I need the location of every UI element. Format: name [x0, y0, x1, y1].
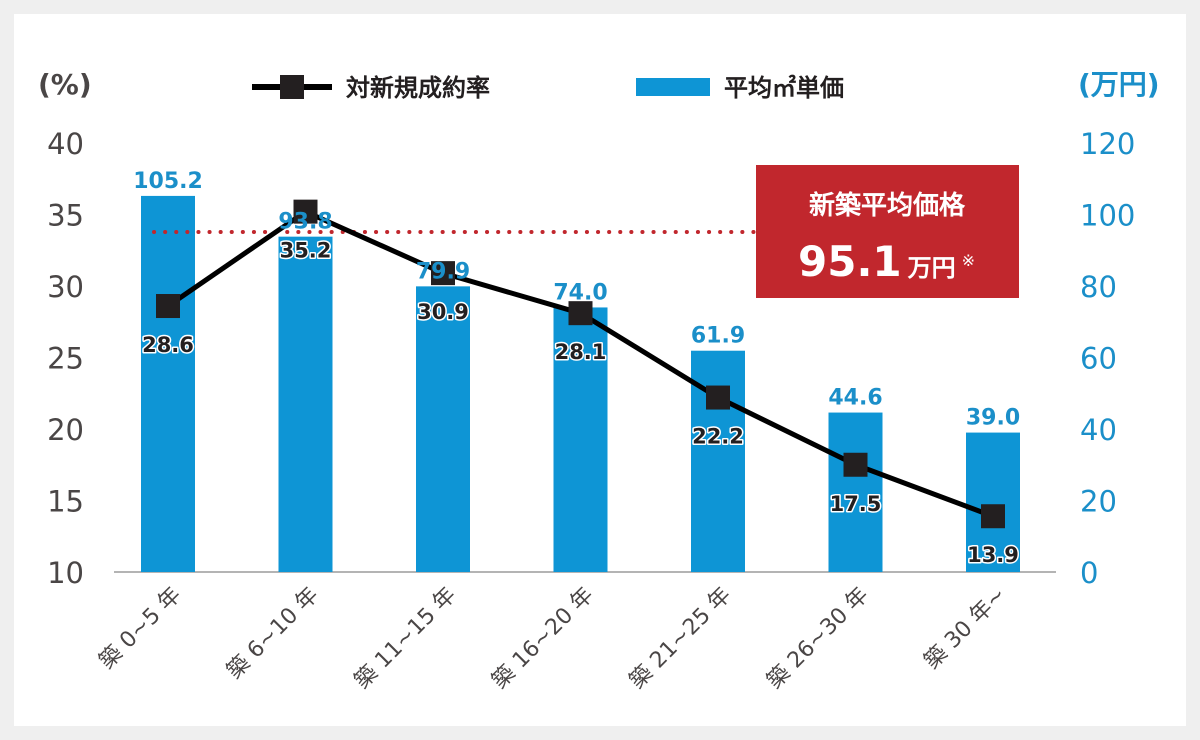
badge-price: 95.1 万円 ※: [798, 237, 975, 286]
rate-value-label-3: 28.1: [555, 340, 607, 364]
legend-line-entry: 対新規成約率: [252, 74, 490, 102]
legend-label-line: 対新規成約率: [346, 74, 490, 102]
badge-background: [756, 165, 1019, 298]
right-axis-tick-80: 80: [1080, 270, 1117, 304]
right-axis-tick-0: 0: [1080, 556, 1098, 590]
bar-1: [278, 236, 333, 573]
rate-marker-3: [568, 301, 593, 326]
left-axis-tick-25: 25: [47, 342, 84, 376]
rate-marker-1: [293, 199, 318, 224]
rate-value-label-0: 28.6: [142, 333, 194, 357]
bar-value-label-0: 105.2: [133, 169, 203, 194]
line-series: [156, 199, 1005, 529]
left-axis-unit: (%): [38, 68, 92, 101]
left-axis-tick-10: 10: [47, 556, 84, 590]
badge-title: 新築平均価格: [809, 190, 966, 221]
category-label-5: 築 26~30 年: [762, 583, 873, 694]
bar-2: [416, 286, 470, 572]
bar-value-labels: 105.2 93.8 79.9 74.0 61.9 44.6 39.0: [133, 169, 1020, 431]
rate-value-label-2: 30.9: [417, 300, 469, 324]
left-axis-tick-20: 20: [47, 413, 84, 447]
bar-value-label-1: 93.8: [278, 210, 332, 235]
left-axis-tick-35: 35: [47, 199, 84, 233]
badge-value: 95.1: [798, 237, 902, 286]
legend-label-bar: 平均㎡単価: [724, 74, 844, 102]
rate-marker-5: [843, 452, 868, 477]
bar-3: [553, 307, 608, 572]
legend: 対新規成約率 平均㎡単価: [252, 74, 844, 102]
bar-value-label-3: 74.0: [553, 280, 607, 305]
rate-value-label-6: 13.9: [967, 543, 1019, 567]
left-axis-tick-30: 30: [47, 270, 84, 304]
chart-card: 10 15 20 25 30 35 40 0 20 40 60 80 100 120 105.2 93.8…: [14, 14, 1186, 726]
badge-unit: 万円: [908, 254, 956, 282]
category-label-3: 築 16~20 年: [487, 583, 598, 694]
bar-5: [828, 412, 883, 572]
category-label-2: 築 11~15 年: [350, 583, 461, 694]
bar-value-label-5: 44.6: [828, 386, 882, 411]
category-label-1: 築 6~10 年: [222, 583, 323, 684]
right-axis-tick-120: 120: [1080, 127, 1135, 161]
legend-bar-entry: 平均㎡単価: [636, 74, 844, 102]
right-axis-unit: (万円): [1078, 68, 1160, 101]
right-axis-tick-100: 100: [1080, 199, 1135, 233]
chart-svg: 10 15 20 25 30 35 40 0 20 40 60 80 100 120 105.2 93.8…: [38, 68, 1160, 694]
badge-note: ※: [962, 251, 975, 270]
rate-value-label-5: 17.5: [830, 492, 882, 516]
rate-marker-6: [981, 504, 1005, 529]
legend-bar-swatch: [636, 78, 710, 96]
left-axis-tick-40: 40: [47, 127, 84, 161]
rate-value-label-4: 22.2: [692, 425, 744, 449]
bar-value-label-4: 61.9: [691, 324, 745, 349]
legend-line-marker: [280, 75, 304, 99]
rate-marker-4: [706, 385, 730, 410]
right-axis: 0 20 40 60 80 100 120: [1080, 127, 1135, 590]
left-axis-tick-15: 15: [47, 485, 84, 519]
bar-value-label-2: 79.9: [416, 259, 470, 284]
rate-marker-2: [431, 261, 455, 286]
rate-value-label-1: 35.2: [280, 239, 332, 263]
right-axis-tick-60: 60: [1080, 342, 1117, 376]
category-labels: 築 0~5 年築 6~10 年築 11~15 年築 16~20 年築 21~25…: [95, 583, 1012, 694]
left-axis: 10 15 20 25 30 35 40: [47, 127, 84, 590]
bar-series: [141, 195, 1020, 573]
category-label-0: 築 0~5 年: [95, 583, 187, 675]
rate-marker-0: [156, 294, 180, 319]
new-build-price-badge: 新築平均価格 95.1 万円 ※: [756, 165, 1019, 298]
right-axis-tick-20: 20: [1080, 485, 1117, 519]
bar-0: [141, 195, 195, 572]
category-label-6: 築 30 年~: [920, 583, 1012, 675]
right-axis-tick-40: 40: [1080, 413, 1117, 447]
bar-value-label-6: 39.0: [966, 406, 1020, 431]
category-label-4: 築 21~25 年: [625, 583, 736, 694]
bar-6: [966, 432, 1020, 572]
line-value-labels: 28.6 35.2 30.9 28.1 22.2 17.5 13.9: [141, 237, 1021, 569]
